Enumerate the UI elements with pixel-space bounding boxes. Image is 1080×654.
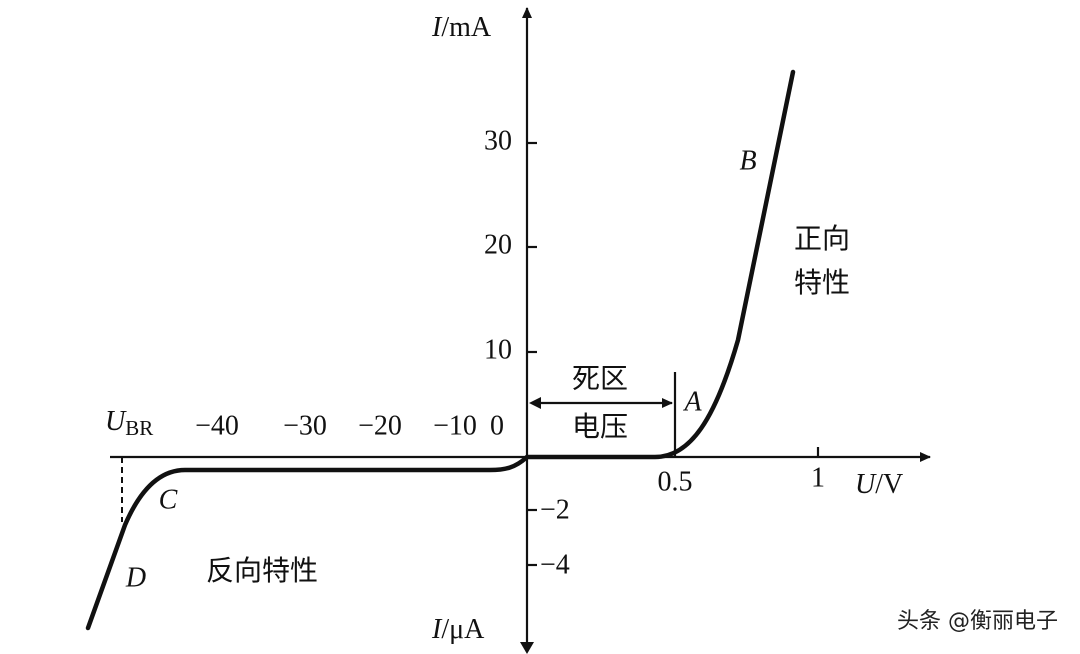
x-label: U/V <box>855 469 903 500</box>
y-axis-bottom-arrow <box>520 642 534 654</box>
x-tick-label: 0.5 <box>658 466 693 497</box>
point-label: D <box>125 562 146 593</box>
x-tick-label: −30 <box>283 410 327 441</box>
dead-zone-annotation: 电压 <box>572 410 628 443</box>
breakdown-label: UBR <box>105 406 153 439</box>
y-tick-label: 10 <box>484 334 512 365</box>
y-bottom-label: I/μA <box>431 614 485 645</box>
x-tick-label: 1 <box>811 462 825 493</box>
forward-curve <box>524 69 796 460</box>
watermark: 头条 @衡丽电子 <box>897 609 1058 634</box>
dead-zone-annotation: 死区 <box>572 362 628 395</box>
x-tick-label: −40 <box>195 410 239 441</box>
y-top-label: I/mA <box>431 12 492 43</box>
x-tick-label: −20 <box>358 410 402 441</box>
reverse-annotation: 反向特性 <box>206 554 318 587</box>
forward-annotation: 正向 <box>794 222 850 255</box>
y-tick-label: 20 <box>484 229 512 260</box>
y-tick-label: 30 <box>484 125 512 156</box>
forward-annotation: 特性 <box>794 266 850 299</box>
reverse-curve <box>85 454 530 631</box>
y-tick-label: −2 <box>540 494 570 525</box>
dead-zone-arrow-left <box>529 397 541 409</box>
point-label: B <box>739 145 756 176</box>
x-tick-label: −10 <box>433 410 477 441</box>
point-label: A <box>682 386 702 417</box>
origin-label: 0 <box>490 410 504 441</box>
y-tick-label: −4 <box>540 549 570 580</box>
point-label: C <box>159 484 178 515</box>
ticks <box>527 141 820 567</box>
